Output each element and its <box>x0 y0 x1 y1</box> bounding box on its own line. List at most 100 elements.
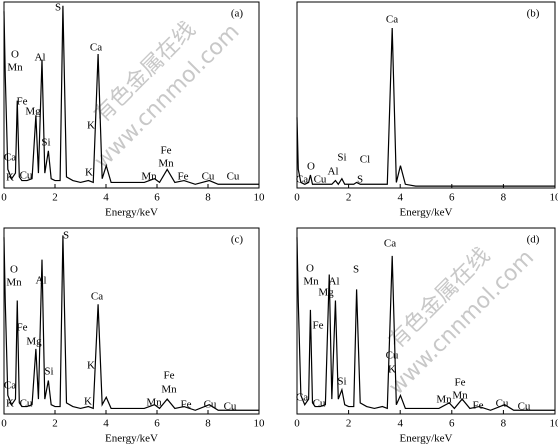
peak-label: O <box>307 161 315 173</box>
peak-label: Ca <box>91 291 103 303</box>
peak-label: K <box>388 364 396 376</box>
x-tick-label: 10 <box>254 418 266 430</box>
peak-label: Cu <box>313 398 326 410</box>
spectrum-line <box>3 5 259 185</box>
peak-label: Cl <box>360 154 370 166</box>
peak-label: Al <box>329 276 340 288</box>
x-tick-label: 0 <box>1 192 7 204</box>
peak-label: Cu <box>224 401 237 413</box>
x-tick-label: 0 <box>294 418 300 430</box>
peak-label: Si <box>337 376 346 388</box>
peak-label: O <box>11 49 19 61</box>
peak-label: Ca <box>296 174 308 186</box>
peak-label: Fe <box>161 145 172 157</box>
peak-label: O <box>306 263 314 275</box>
peak-label: K <box>85 167 93 179</box>
peak-label: Cu <box>20 398 33 410</box>
peak-label: Fe <box>455 377 466 389</box>
spectrum-line <box>3 235 259 411</box>
x-tick-label: 8 <box>501 192 507 204</box>
plot-frame <box>296 227 556 415</box>
spectrum-line <box>296 237 555 411</box>
x-axis-label: Energy/keV <box>400 207 453 219</box>
x-tick-label: 2 <box>52 192 58 204</box>
peak-label: Mn <box>7 62 23 74</box>
panel-label: (c) <box>231 234 244 246</box>
peak-label: K <box>87 360 95 372</box>
peak-label: Cu <box>202 171 215 183</box>
x-tick-label: 0 <box>1 418 7 430</box>
x-tick-label: 10 <box>254 192 266 204</box>
peak-label: Ca <box>4 152 16 164</box>
x-tick-label: 2 <box>346 192 352 204</box>
peak-label: Mn <box>452 390 468 402</box>
x-tick-label: 2 <box>52 418 58 430</box>
x-tick-label: 4 <box>103 418 109 430</box>
peak-label: S <box>63 230 69 242</box>
peak-label: Al <box>328 166 339 178</box>
peak-label: Cu <box>314 174 327 186</box>
x-axis-label: Energy/keV <box>105 207 158 219</box>
plot-frame <box>3 227 260 415</box>
peak-label: Mn <box>161 384 177 396</box>
plot-frame <box>3 1 260 189</box>
peak-label: K <box>84 396 92 408</box>
panel-label: (d) <box>527 234 540 246</box>
peak-label: Fe <box>181 399 192 411</box>
x-tick-label: 8 <box>205 418 211 430</box>
peak-label: Mn <box>158 158 174 170</box>
peak-label: K <box>87 120 95 132</box>
peak-label: Cu <box>496 398 509 410</box>
peak-label: Mn <box>6 277 22 289</box>
peak-label: Mn <box>436 394 452 406</box>
peak-label: Mn <box>303 276 319 288</box>
peak-label: K <box>6 172 14 184</box>
peak-label: Fe <box>313 320 324 332</box>
peak-label: Cu <box>227 171 240 183</box>
peak-label: Si <box>337 152 346 164</box>
peak-label: S <box>353 264 359 276</box>
x-tick-label: 6 <box>449 192 455 204</box>
peak-label: Fe <box>473 400 484 412</box>
peak-label: Ca <box>384 238 396 250</box>
peak-label: S <box>357 174 363 186</box>
peak-label: S <box>55 2 61 14</box>
x-tick-label: 4 <box>103 192 109 204</box>
peak-label: Mg <box>26 336 42 348</box>
x-tick-label: 10 <box>550 192 558 204</box>
peak-label: Si <box>44 366 53 378</box>
x-tick-label: 6 <box>449 418 455 430</box>
peak-label: Mg <box>318 287 334 299</box>
spectrum-line <box>296 28 555 187</box>
peak-label: Cu <box>204 399 217 411</box>
peak-label: Ca <box>296 392 308 404</box>
x-tick-label: 8 <box>501 418 507 430</box>
peak-label: Mn <box>146 397 162 409</box>
peak-label: Cu <box>386 350 399 362</box>
x-tick-label: 8 <box>205 192 211 204</box>
peak-label: Ca <box>386 14 398 26</box>
peak-label: Mn <box>141 171 157 183</box>
peak-label: K <box>6 398 14 410</box>
peak-label: Cu <box>518 401 531 413</box>
peak-label: Fe <box>164 370 175 382</box>
panel-label: (b) <box>527 8 540 20</box>
peak-label: Al <box>36 275 47 287</box>
peak-label: O <box>10 264 18 276</box>
plot-frame <box>296 1 556 189</box>
peak-label: Ca <box>4 380 16 392</box>
x-tick-label: 2 <box>346 418 352 430</box>
peak-label: Fe <box>17 322 28 334</box>
peak-label: Al <box>35 52 46 64</box>
peak-label: Cu <box>20 170 33 182</box>
x-tick-label: 10 <box>550 418 558 430</box>
x-tick-label: 6 <box>154 418 160 430</box>
x-tick-label: 4 <box>397 192 403 204</box>
x-axis-label: Energy/keV <box>400 433 453 445</box>
peak-label: Fe <box>178 171 189 183</box>
x-tick-label: 0 <box>294 192 300 204</box>
panel-label: (a) <box>231 8 244 20</box>
x-tick-label: 4 <box>397 418 403 430</box>
peak-label: Fe <box>17 96 28 108</box>
